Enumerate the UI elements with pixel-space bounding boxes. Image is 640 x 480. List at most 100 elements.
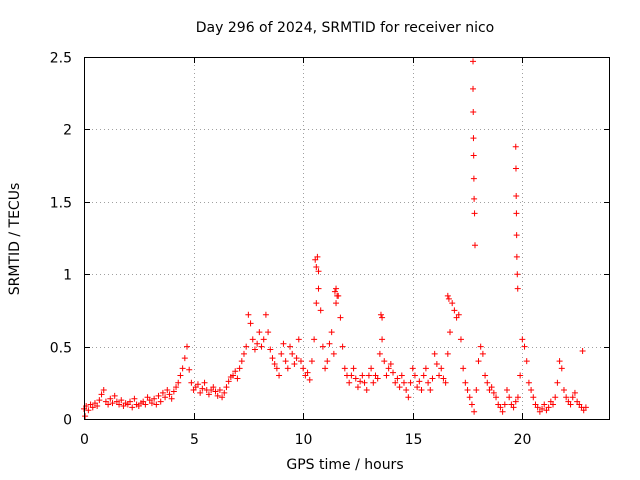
data-point [514,394,521,401]
data-point [571,389,578,396]
data-point [381,358,388,365]
data-point [155,392,162,399]
x-tick-label: 20 [514,432,532,448]
data-point [177,372,184,379]
data-point [473,387,480,394]
data-point [326,340,333,347]
data-point [442,379,449,386]
data-point [517,372,524,379]
data-point [521,343,528,350]
data-point [560,387,567,394]
data-point [260,336,267,343]
data-point [431,350,438,357]
x-tick-label: 15 [405,432,423,448]
data-point [240,350,247,357]
data-point [317,307,324,314]
data-point [127,398,134,405]
data-point [173,384,180,391]
data-point [365,372,372,379]
data-point [350,365,357,372]
data-point [354,384,361,391]
data-point [569,394,576,401]
data-point [554,379,561,386]
data-point [98,391,105,398]
data-point [539,405,546,412]
data-point [295,336,302,343]
data-point [556,358,563,365]
data-point [447,329,454,336]
data-point [179,365,186,372]
data-point [567,401,574,408]
data-point [210,384,217,391]
data-point [414,384,421,391]
data-point [528,387,535,394]
data-point [563,394,570,401]
data-point [216,387,223,394]
data-point [477,343,484,350]
data-point [455,311,462,318]
data-point [438,365,445,372]
data-point [308,358,315,365]
data-point [513,193,520,200]
data-point [513,210,520,217]
data-point [267,346,274,353]
data-point [552,394,559,401]
data-point [400,379,407,386]
data-point [236,365,243,372]
data-point [287,343,294,350]
data-point [199,385,206,392]
data-point [545,404,552,411]
data-point [219,394,226,401]
grid [84,57,610,419]
y-axis-label: SRMTID / TECUs [7,183,23,296]
data-point [245,311,252,318]
data-point [506,394,513,401]
x-tick-label: 10 [295,432,313,448]
data-point [319,343,326,350]
data-point [262,311,269,318]
data-point [282,358,289,365]
data-point [164,387,171,394]
data-point [484,379,491,386]
data-point [291,360,298,367]
data-point [212,388,219,395]
data-point [440,375,447,382]
data-point [276,372,283,379]
data-point [148,400,155,407]
data-point [510,404,517,411]
data-point [162,394,169,401]
data-point [523,358,530,365]
data-point [170,388,177,395]
data-point [385,365,392,372]
data-point [273,365,280,372]
data-point [238,358,245,365]
data-point [444,350,451,357]
data-point [470,85,477,92]
data-point [313,263,320,270]
data-point [451,307,458,314]
data-point [449,300,456,307]
data-point [324,358,331,365]
data-point [376,350,383,357]
data-point [582,404,589,411]
data-point [387,360,394,367]
y-tick-label: 2 [63,123,72,139]
data-point [333,300,340,307]
data-point [129,404,136,411]
x-tick-label: 0 [80,432,89,448]
data-point [558,365,565,372]
data-point [405,394,412,401]
data-point [339,343,346,350]
data-point [175,379,182,386]
data-point [306,376,313,383]
y-tick-label: 2.5 [50,51,72,67]
data-point [221,389,228,396]
data-point [513,232,520,239]
data-point [403,387,410,394]
data-point [300,365,307,372]
data-point [420,372,427,379]
data-point [501,401,508,408]
data-point [265,329,272,336]
y-tick-label: 1 [63,268,72,284]
data-point [427,387,434,394]
